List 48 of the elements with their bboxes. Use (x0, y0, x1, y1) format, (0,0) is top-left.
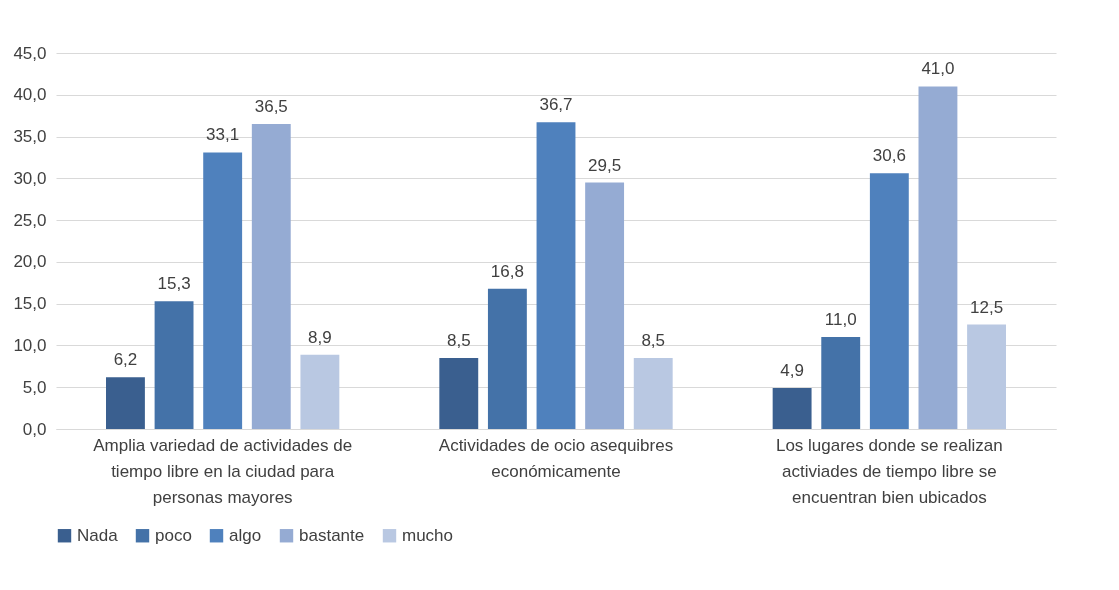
data-label: 6,2 (113, 350, 138, 370)
bar (633, 357, 673, 429)
y-tick-label: 20,0 (13, 252, 47, 272)
y-tick-label: 5,0 (22, 377, 47, 397)
data-label: 8,5 (641, 330, 666, 350)
data-label: 11,0 (824, 310, 857, 330)
y-tick-label: 15,0 (13, 294, 47, 314)
bar (772, 388, 812, 429)
legend-label: Nada (77, 525, 119, 545)
bar (821, 337, 861, 429)
legend-label: algo (229, 525, 262, 545)
legend-label: bastante (299, 525, 365, 545)
data-label: 4,9 (780, 361, 804, 381)
bar (536, 122, 576, 429)
y-tick-label: 45,0 (13, 43, 47, 63)
bar (487, 288, 527, 429)
y-tick-label: 30,0 (13, 168, 47, 188)
bar (106, 377, 145, 429)
bar (439, 357, 479, 429)
data-label: 33,1 (206, 125, 240, 145)
y-tick-label: 10,0 (13, 335, 47, 355)
x-tick-label: Los lugares donde se realizan activiades de tiempo libre se encuentran bien ubicados (775, 435, 1003, 507)
bar (203, 152, 243, 429)
y-tick-label: 25,0 (13, 210, 47, 230)
y-tick-label: 35,0 (13, 127, 47, 147)
bar (918, 86, 958, 429)
bar (585, 182, 625, 429)
data-label: 29,5 (588, 155, 622, 175)
y-tick-label: 0,0 (22, 419, 47, 439)
bar (154, 301, 194, 429)
bar (251, 124, 291, 429)
data-label: 36,7 (539, 95, 573, 115)
data-label: 16,8 (490, 261, 524, 281)
x-tick-label: Actividades de ocio asequibres económicamente (438, 435, 674, 481)
legend-label: mucho (402, 525, 454, 545)
x-tick-label: Amplia variedad de actividades de tiempo libre en la ciudad para personas mayores (93, 435, 353, 507)
bar (300, 354, 340, 429)
bar (869, 173, 909, 429)
legend-label: poco (155, 525, 192, 545)
bar (967, 324, 1006, 429)
data-label: 8,5 (446, 330, 471, 350)
data-label: 15,3 (157, 274, 191, 294)
data-label: 12,5 (970, 297, 1004, 317)
data-label: 30,6 (872, 146, 906, 166)
y-tick-label: 40,0 (13, 85, 47, 105)
data-label: 8,9 (308, 327, 332, 347)
data-label: 41,0 (921, 59, 955, 79)
data-label: 36,5 (254, 97, 288, 117)
